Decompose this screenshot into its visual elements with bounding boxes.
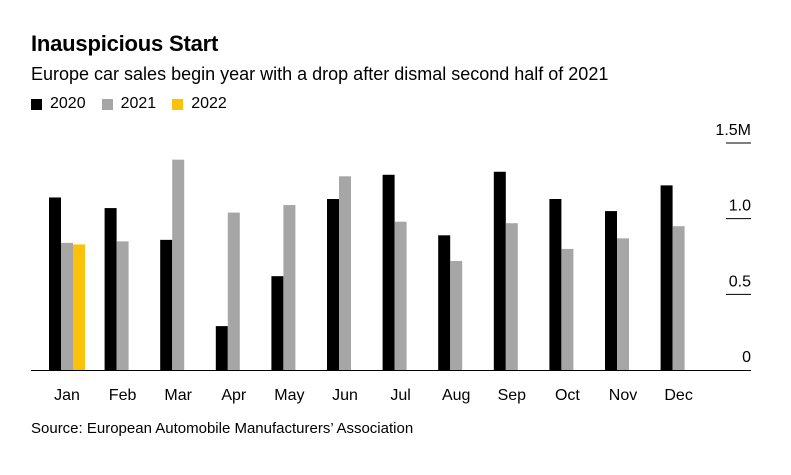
legend-item-2021: 2021 [101,95,157,113]
chart-subtitle: Europe car sales begin year with a drop … [31,64,609,84]
x-tick-label: May [274,387,304,404]
source-note: Source: European Automobile Manufacturer… [31,420,414,437]
y-tick-label: 0 [742,349,751,366]
bar-2021-jun [339,176,351,370]
bar-2021-jan [61,242,73,370]
x-tick-label: Dec [664,387,692,404]
bar-2021-feb [116,241,129,370]
bar-2020-mar [160,239,173,370]
bar-2020-apr [215,326,228,370]
bar-2021-mar [172,159,185,370]
x-tick-label: Sep [498,387,527,404]
y-tick-label: 1.0 [729,198,751,215]
bar-2021-aug [450,261,463,370]
bar-2021-nov [617,238,629,370]
bar-2020-nov [605,211,617,370]
bar-2021-dec [672,226,685,370]
legend-swatch-2021 [101,98,113,110]
legend-label-2022: 2022 [191,95,227,112]
x-tick-label: Aug [442,387,470,404]
legend-item-2022: 2022 [172,95,227,113]
x-tick-label: Jan [54,387,80,404]
bar-2020-sep [493,171,506,370]
bar-2020-oct [549,198,562,370]
bar-2020-feb [104,208,117,370]
bar-2022-jan [73,244,85,370]
legend-swatch-2022 [172,98,184,110]
x-tick-label: Feb [109,387,137,404]
bar-2020-jun [327,198,339,370]
y-tick-label: 0.5 [729,273,751,290]
bar-2021-sep [505,223,518,370]
bar-2021-oct [561,248,574,370]
bar-2020-jan [49,197,61,370]
legend-label-2020: 2020 [50,95,86,112]
bar-2020-aug [438,235,451,370]
bar-2021-jul [394,221,407,370]
x-tick-label: Jul [390,387,410,404]
bar-2021-may [283,205,296,370]
legend: 2020 2021 2022 [31,95,227,113]
bar-2021-apr [227,212,240,370]
legend-label-2021: 2021 [120,95,157,112]
x-tick-label: Mar [164,387,192,404]
bar-2020-dec [660,185,673,370]
x-tick-label: Jun [332,387,358,404]
bar-2020-jul [382,174,395,370]
y-tick-label: 1.5M [715,122,751,139]
legend-swatch-2020 [31,98,42,110]
chart-title: Inauspicious Start [31,31,219,56]
x-tick-label: Oct [555,387,580,404]
x-tick-label: Apr [221,387,247,404]
bar-2020-may [271,276,284,370]
x-tick-label: Nov [609,387,637,404]
legend-item-2020: 2020 [31,95,86,113]
